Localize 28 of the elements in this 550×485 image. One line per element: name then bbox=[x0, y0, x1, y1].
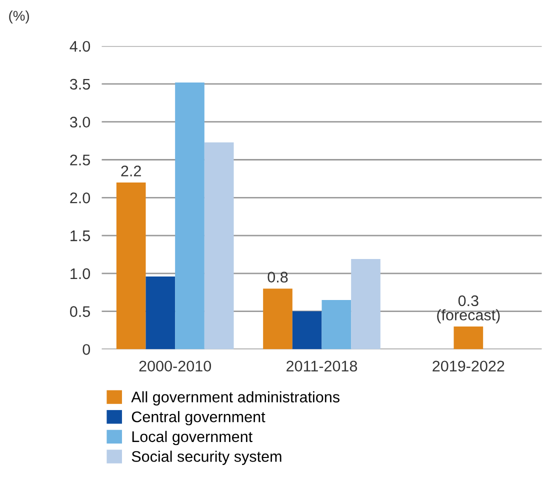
y-axis-title: (%) bbox=[9, 10, 29, 24]
y-tick-label: 1.5 bbox=[70, 230, 90, 242]
bar bbox=[351, 259, 380, 350]
y-tick-label: 0.5 bbox=[70, 306, 90, 317]
data-label: 2.2 bbox=[121, 166, 141, 176]
x-tick-label: 2019-2022 bbox=[432, 360, 504, 372]
y-tick-label: 1.0 bbox=[70, 268, 90, 280]
y-tick-label: 4.0 bbox=[70, 40, 90, 52]
y-tick-label: 2.5 bbox=[70, 154, 90, 166]
data-label: 0.3 (forecast) bbox=[437, 295, 500, 324]
legend-label: All government administrations bbox=[131, 391, 340, 406]
x-tick-label: 2000-2010 bbox=[139, 360, 212, 372]
y-tick-label: 3.0 bbox=[70, 116, 90, 128]
bar bbox=[175, 82, 204, 350]
y-tick-label: 2.0 bbox=[70, 192, 90, 204]
y-tick-label: 3.5 bbox=[70, 78, 90, 90]
legend-label: Local government bbox=[132, 430, 252, 446]
bar bbox=[263, 288, 292, 350]
bar bbox=[322, 300, 352, 350]
bar bbox=[116, 182, 146, 350]
x-tick-label: 2011-2018 bbox=[286, 360, 358, 372]
data-label: 0.8 bbox=[268, 272, 288, 283]
bar bbox=[204, 142, 234, 350]
legend-label: Central government bbox=[132, 411, 266, 426]
bar bbox=[146, 276, 176, 350]
bar bbox=[292, 311, 322, 350]
y-tick-label: 0 bbox=[82, 344, 90, 355]
legend-label: Social security system bbox=[132, 450, 282, 465]
